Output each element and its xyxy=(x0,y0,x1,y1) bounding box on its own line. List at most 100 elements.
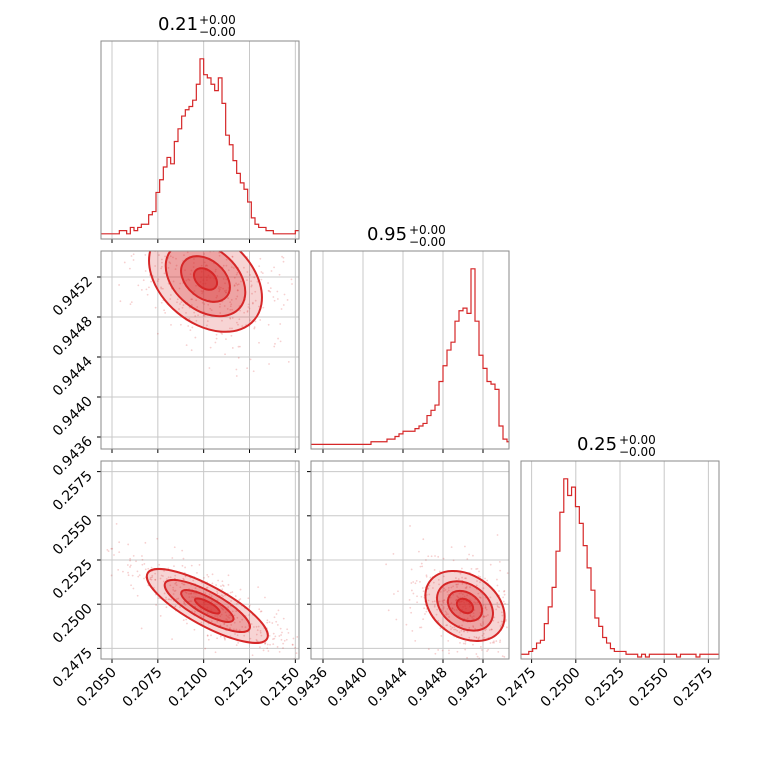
sample-point xyxy=(180,217,182,219)
sample-point xyxy=(149,576,152,579)
sample-point xyxy=(215,584,218,586)
sample-point xyxy=(427,587,430,590)
sample-point xyxy=(179,586,182,589)
sample-point xyxy=(227,583,230,586)
sample-point xyxy=(137,575,140,578)
sample-point xyxy=(496,578,498,581)
sample-point xyxy=(217,287,220,290)
sample-point xyxy=(267,289,270,292)
sample-point xyxy=(223,623,226,626)
sample-point xyxy=(189,224,191,226)
sample-point xyxy=(251,292,253,295)
sample-point xyxy=(167,257,170,259)
sample-point xyxy=(253,327,256,330)
panel-frame xyxy=(520,460,720,660)
sample-point xyxy=(204,246,206,248)
sample-point xyxy=(144,568,147,571)
sample-point xyxy=(197,314,199,317)
sample-point xyxy=(300,625,302,627)
sample-point xyxy=(173,565,175,568)
sample-point xyxy=(233,284,236,287)
sample-point xyxy=(169,255,172,258)
sample-point xyxy=(220,585,222,588)
sample-point xyxy=(442,557,445,560)
sample-point xyxy=(281,631,283,634)
sample-point xyxy=(156,280,159,283)
sample-point xyxy=(220,613,223,616)
sample-point xyxy=(129,559,131,562)
sample-point xyxy=(412,581,415,583)
sample-point xyxy=(186,622,188,625)
sample-point xyxy=(211,582,214,585)
sample-point xyxy=(235,628,238,631)
sample-point xyxy=(461,593,464,596)
sample-point xyxy=(214,270,217,273)
sample-point xyxy=(482,632,485,635)
sample-point xyxy=(210,634,212,637)
sample-point xyxy=(129,303,132,306)
sample-point xyxy=(506,626,508,629)
sample-point xyxy=(456,650,459,653)
sample-point xyxy=(478,596,481,599)
sample-point xyxy=(234,595,237,597)
sample-point xyxy=(482,604,485,606)
sample-point xyxy=(444,589,447,591)
sample-point xyxy=(229,301,232,304)
x-tick-label: 0.2500 xyxy=(538,665,584,711)
sample-point xyxy=(272,632,275,635)
sample-point xyxy=(259,257,262,260)
sample-point xyxy=(437,649,440,651)
sample-point xyxy=(439,590,442,593)
sample-point xyxy=(220,594,223,597)
sample-point xyxy=(118,541,121,544)
x-tick-label: 0.9452 xyxy=(445,665,491,711)
sample-point xyxy=(279,340,282,343)
sample-point xyxy=(231,256,234,258)
sample-point xyxy=(230,303,233,306)
sample-point xyxy=(294,647,297,649)
sample-point xyxy=(464,577,466,580)
sample-point xyxy=(239,345,241,348)
sample-point xyxy=(215,337,218,340)
sample-point xyxy=(427,599,430,602)
sample-point xyxy=(214,268,217,271)
sample-point xyxy=(210,309,213,312)
sample-point xyxy=(190,564,193,567)
y-tick-label: 0.9440 xyxy=(50,394,96,440)
sample-point xyxy=(223,290,226,292)
sample-point xyxy=(130,584,132,587)
sample-point xyxy=(476,655,479,658)
sample-point xyxy=(459,596,462,599)
sample-point xyxy=(238,629,241,631)
sample-point xyxy=(486,665,488,667)
sample-point xyxy=(229,317,232,320)
sample-point xyxy=(230,624,233,626)
sample-point xyxy=(462,642,465,645)
sample-point xyxy=(257,586,260,589)
sample-point xyxy=(204,265,207,267)
sample-point xyxy=(488,629,491,631)
sample-point xyxy=(223,622,226,625)
sample-point xyxy=(282,260,285,263)
sample-point xyxy=(150,578,153,581)
sample-point xyxy=(119,300,122,303)
sample-point xyxy=(152,223,154,225)
sample-point xyxy=(193,290,196,292)
sample-point xyxy=(442,606,445,608)
sample-point xyxy=(216,248,218,250)
sample-point xyxy=(169,294,172,296)
sample-point xyxy=(163,569,165,572)
sample-point xyxy=(234,633,236,635)
sample-point xyxy=(461,583,464,585)
density-contour xyxy=(455,597,475,615)
sample-point xyxy=(163,309,166,312)
sample-point xyxy=(255,233,257,235)
sample-point xyxy=(457,596,459,598)
sample-point xyxy=(471,618,474,621)
sample-point xyxy=(511,579,513,581)
sample-point xyxy=(128,267,131,270)
sample-point xyxy=(183,600,185,603)
sample-point xyxy=(180,244,182,246)
sample-point xyxy=(151,576,154,578)
